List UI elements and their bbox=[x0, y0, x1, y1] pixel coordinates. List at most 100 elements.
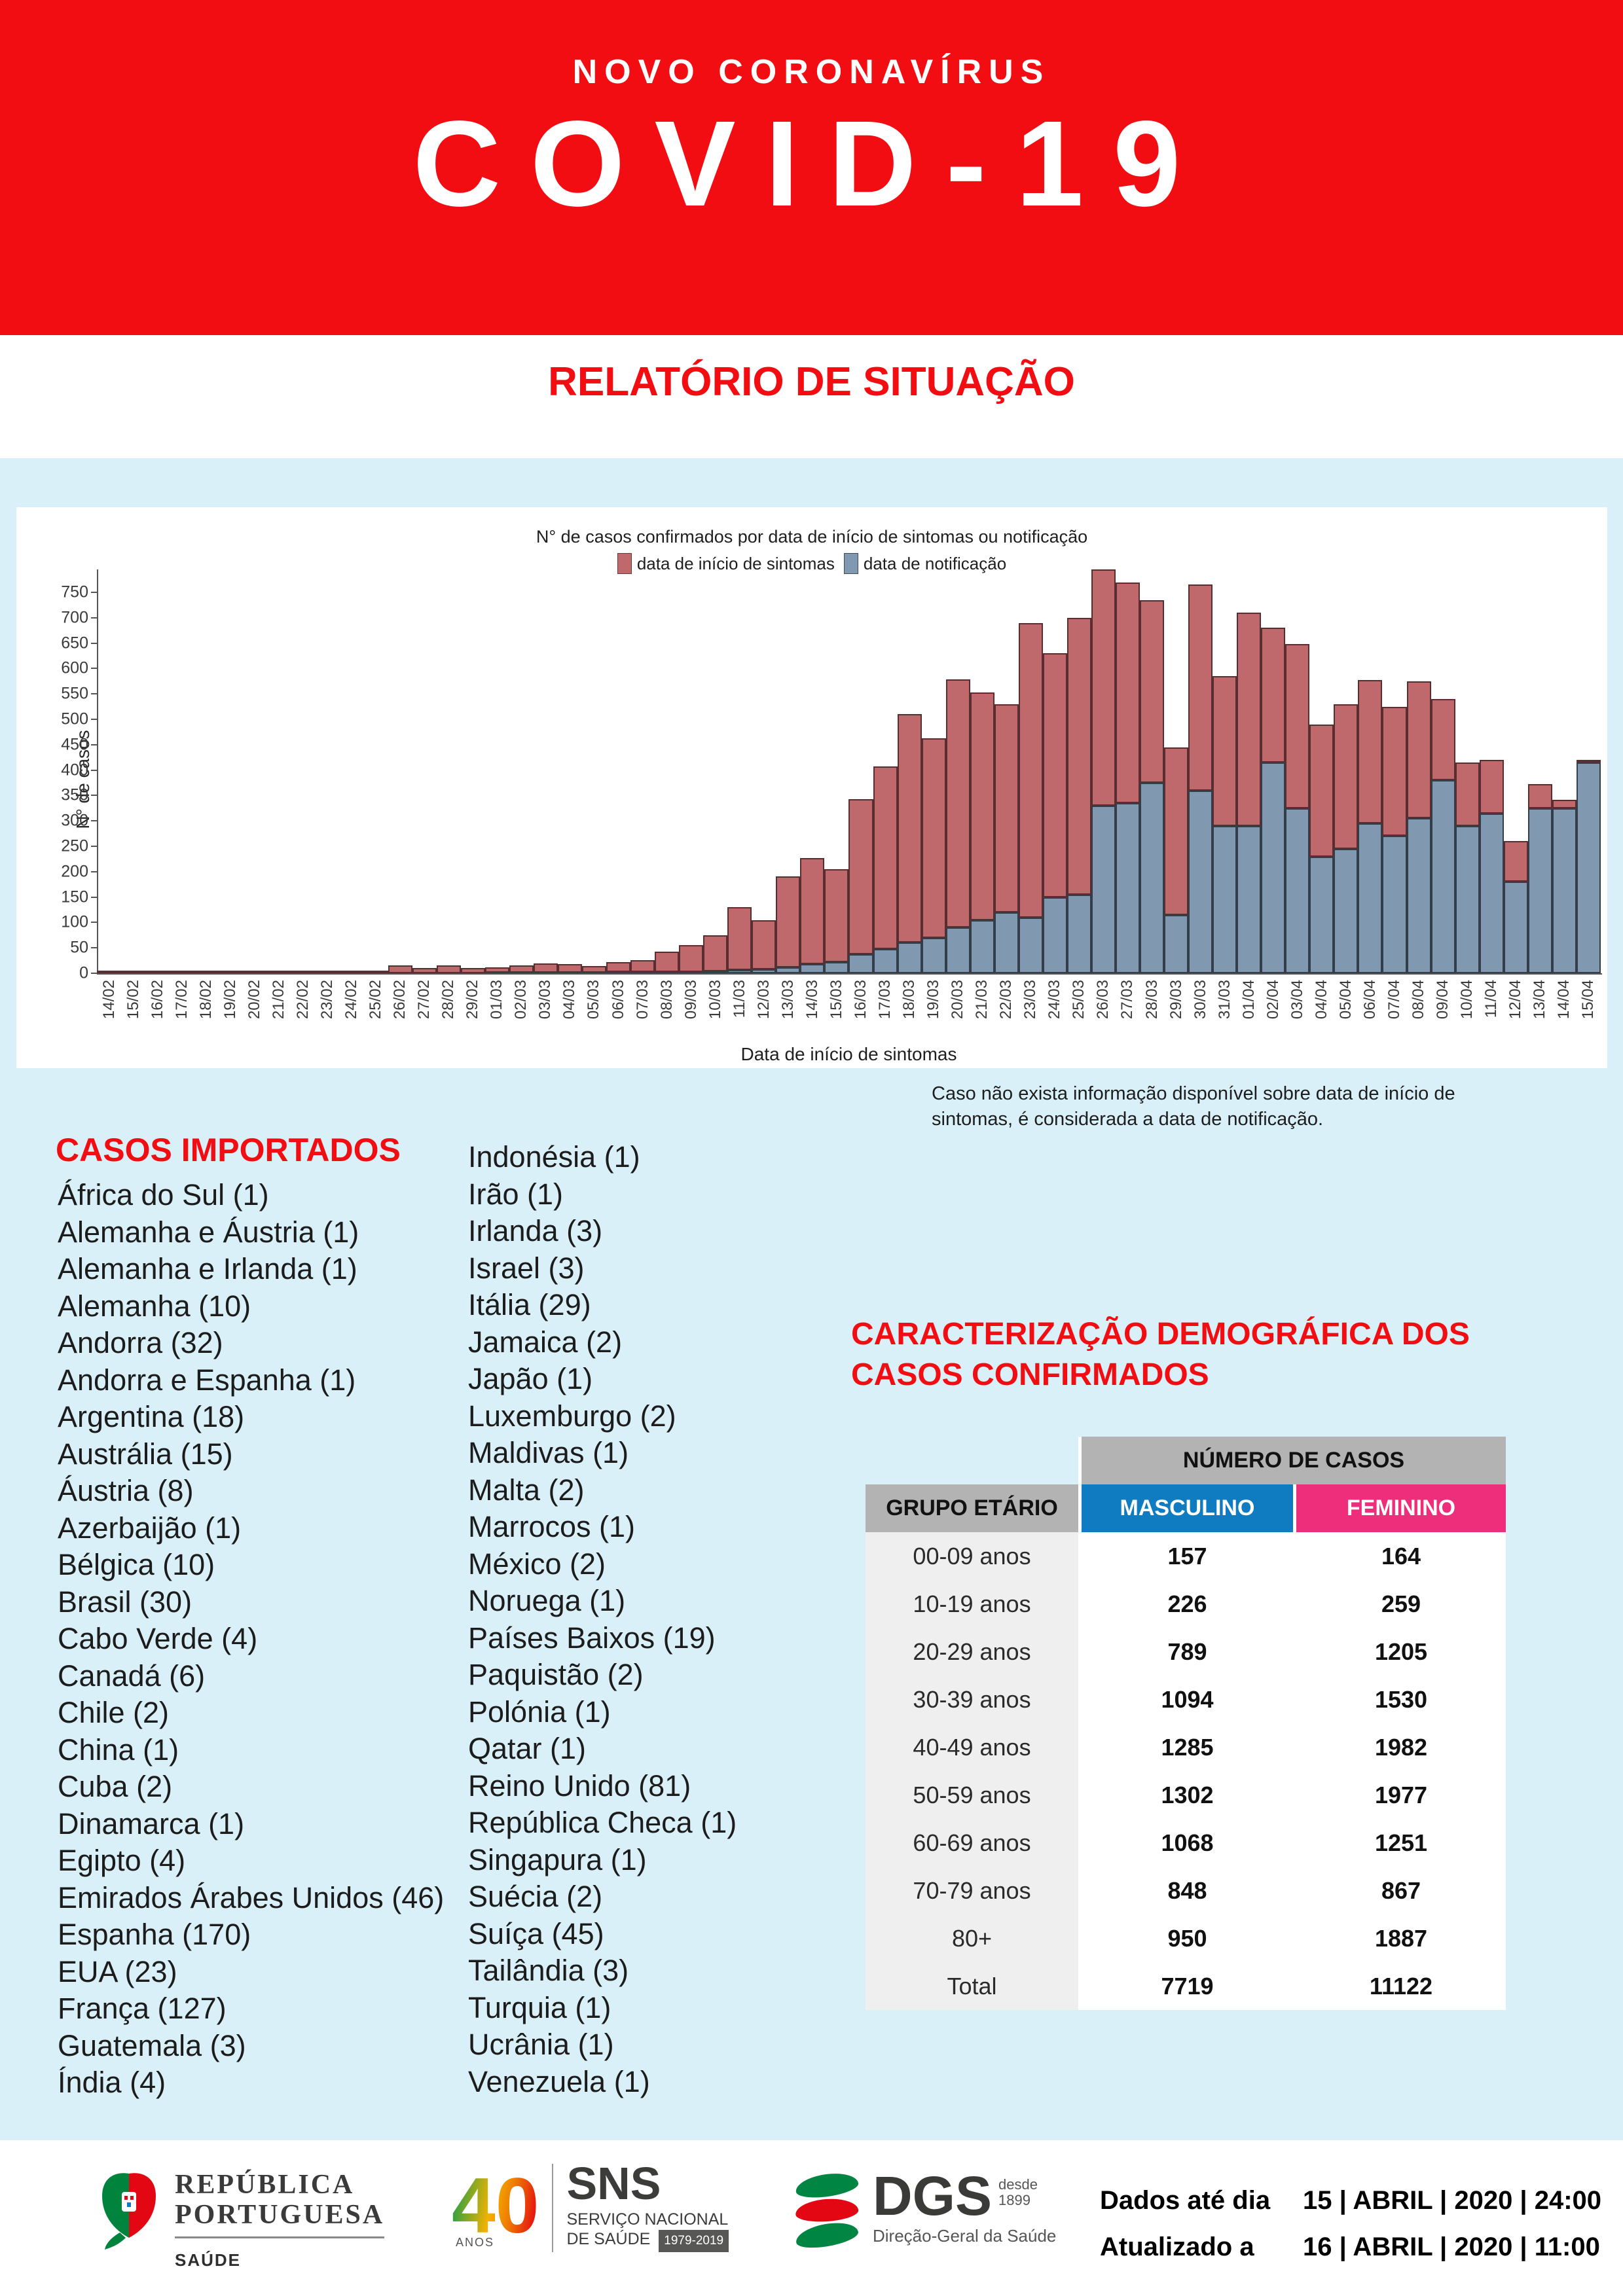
bar-segment-notificacao bbox=[1455, 825, 1480, 973]
bar-segment-sintomas bbox=[1527, 784, 1552, 808]
bar-05/03 bbox=[581, 592, 606, 973]
demographics-table: NÚMERO DE CASOS GRUPO ETÁRIO MASCULINO F… bbox=[866, 1437, 1506, 2010]
header-banner: NOVO CORONAVÍRUS COVID-19 bbox=[0, 0, 1623, 335]
dados-ate-label: Dados até dia bbox=[1100, 2186, 1271, 2215]
chart-legend: data de início de sintomas data de notif… bbox=[16, 553, 1607, 574]
bar-segment-notificacao bbox=[1237, 825, 1262, 973]
x-tick-label: 31/03 bbox=[1215, 980, 1233, 1020]
y-tick-mark bbox=[91, 795, 97, 797]
x-tick-label: 11/03 bbox=[730, 980, 748, 1018]
bar-segment-sintomas bbox=[1164, 747, 1189, 915]
bar-11/04 bbox=[1479, 592, 1504, 973]
demographics-heading-line1: CARACTERIZAÇÃO DEMOGRÁFICA DOS bbox=[851, 1317, 1470, 1352]
imported-country-item: Noruega (1) bbox=[468, 1584, 626, 1617]
bar-28/03 bbox=[1140, 592, 1165, 973]
republica-portuguesa-logo: REPÚBLICA PORTUGUESA SAÚDE bbox=[98, 2170, 384, 2270]
y-tick-label: 250 bbox=[61, 836, 88, 855]
table-value-feminino: 164 bbox=[1293, 1532, 1506, 1580]
imported-country-item: Japão (1) bbox=[468, 1362, 593, 1395]
table-row-label: 60-69 anos bbox=[866, 1819, 1078, 1867]
y-tick-mark bbox=[91, 719, 97, 720]
bar-segment-notificacao bbox=[921, 937, 946, 973]
imported-country-item: Guatemala (3) bbox=[58, 2028, 246, 2062]
bar-segment-sintomas bbox=[1140, 600, 1165, 783]
bar-segment-notificacao bbox=[1188, 790, 1213, 973]
y-tick-label: 550 bbox=[61, 684, 88, 703]
y-tick-mark bbox=[91, 617, 97, 619]
imported-country-item: Singapura (1) bbox=[468, 1842, 647, 1876]
table-value-masculino: 1302 bbox=[1078, 1771, 1293, 1819]
x-tick-label: 25/02 bbox=[367, 980, 385, 1020]
x-tick-label: 14/04 bbox=[1555, 980, 1573, 1020]
imported-country-item: Países Baixos (19) bbox=[468, 1621, 716, 1655]
bar-segment-sintomas bbox=[1115, 582, 1140, 804]
dgs-leaves-icon bbox=[793, 2170, 861, 2252]
bar-19/02 bbox=[218, 592, 243, 973]
y-tick-label: 50 bbox=[70, 938, 88, 957]
dgs-subtitle: Direção-Geral da Saúde bbox=[873, 2226, 1057, 2246]
bar-27/03 bbox=[1115, 582, 1140, 973]
bar-21/03 bbox=[970, 592, 994, 973]
x-tick-label: 13/03 bbox=[778, 980, 797, 1020]
x-tick-label: 13/04 bbox=[1531, 980, 1549, 1020]
x-tick-label: 09/03 bbox=[682, 980, 700, 1020]
legend-swatch-notificacao-icon bbox=[843, 553, 858, 574]
bar-26/02 bbox=[388, 592, 412, 973]
x-tick-label: 26/03 bbox=[1094, 980, 1112, 1020]
bar-segment-notificacao bbox=[1091, 805, 1116, 973]
bar-28/02 bbox=[436, 592, 461, 973]
imported-country-item: Tailândia (3) bbox=[468, 1954, 629, 1987]
y-tick-label: 450 bbox=[61, 735, 88, 754]
y-tick-mark bbox=[91, 922, 97, 924]
y-tick-label: 600 bbox=[61, 658, 88, 677]
bar-25/03 bbox=[1067, 592, 1091, 973]
chart-card: N° de casos confirmados por data de iníc… bbox=[16, 507, 1607, 1068]
table-value-masculino: 157 bbox=[1078, 1532, 1293, 1580]
x-tick-label: 10/03 bbox=[706, 980, 724, 1020]
imported-country-item: EUA (23) bbox=[58, 1954, 177, 1988]
imported-country-item: Irlanda (3) bbox=[468, 1214, 603, 1247]
imported-cases-heading: CASOS IMPORTADOS bbox=[56, 1132, 401, 1168]
demographics-heading: CARACTERIZAÇÃO DEMOGRÁFICA DOS CASOS CON… bbox=[851, 1314, 1532, 1395]
republica-portuguesa-text: REPÚBLICA PORTUGUESA SAÚDE bbox=[175, 2170, 384, 2270]
bar-12/03 bbox=[752, 592, 776, 973]
bar-07/03 bbox=[630, 592, 655, 973]
x-axis-label: Data de início de sintomas bbox=[740, 1044, 957, 1064]
demographics-heading-line2: CASOS CONFIRMADOS bbox=[851, 1357, 1209, 1392]
x-tick-label: 05/04 bbox=[1336, 980, 1355, 1020]
x-axis-line bbox=[97, 973, 1602, 975]
bar-segment-notificacao bbox=[824, 961, 849, 973]
table-row-label: 00-09 anos bbox=[866, 1532, 1078, 1580]
bar-segment-notificacao bbox=[776, 967, 801, 973]
bar-segment-sintomas bbox=[1552, 799, 1577, 808]
bar-segment-sintomas bbox=[145, 971, 170, 973]
x-tick-label: 28/02 bbox=[439, 980, 458, 1020]
bar-segment-sintomas bbox=[1455, 762, 1480, 826]
bar-21/02 bbox=[266, 592, 291, 973]
bar-segment-sintomas bbox=[994, 704, 1019, 912]
x-tick-label: 14/03 bbox=[803, 980, 821, 1020]
bar-segment-sintomas bbox=[1213, 676, 1237, 826]
y-tick-label: 500 bbox=[61, 709, 88, 728]
imported-country-item: Maldivas (1) bbox=[468, 1436, 629, 1469]
chart-footnote: Caso não exista informação disponível so… bbox=[932, 1083, 1455, 1130]
x-tick-label: 15/03 bbox=[827, 980, 845, 1020]
y-tick-label: 650 bbox=[61, 634, 88, 653]
bar-segment-notificacao bbox=[1115, 803, 1140, 973]
legend-item-notificacao: data de notificação bbox=[843, 553, 1006, 574]
bar-segment-sintomas bbox=[873, 766, 898, 949]
bar-23/02 bbox=[315, 592, 340, 973]
x-tick-label: 22/02 bbox=[293, 980, 312, 1020]
bar-22/03 bbox=[994, 592, 1019, 973]
bar-segment-sintomas bbox=[776, 876, 801, 967]
x-tick-label: 01/03 bbox=[488, 980, 506, 1020]
x-tick-label: 15/04 bbox=[1579, 980, 1597, 1020]
y-tick-label: 0 bbox=[79, 963, 88, 982]
y-tick-mark bbox=[91, 769, 97, 771]
x-tick-label: 17/02 bbox=[172, 980, 191, 1020]
bar-15/02 bbox=[121, 592, 146, 973]
legend-item-sintomas: data de início de sintomas bbox=[617, 553, 835, 574]
bar-segment-notificacao bbox=[727, 970, 752, 973]
bar-16/02 bbox=[145, 592, 170, 973]
bar-segment-sintomas bbox=[1576, 759, 1601, 762]
